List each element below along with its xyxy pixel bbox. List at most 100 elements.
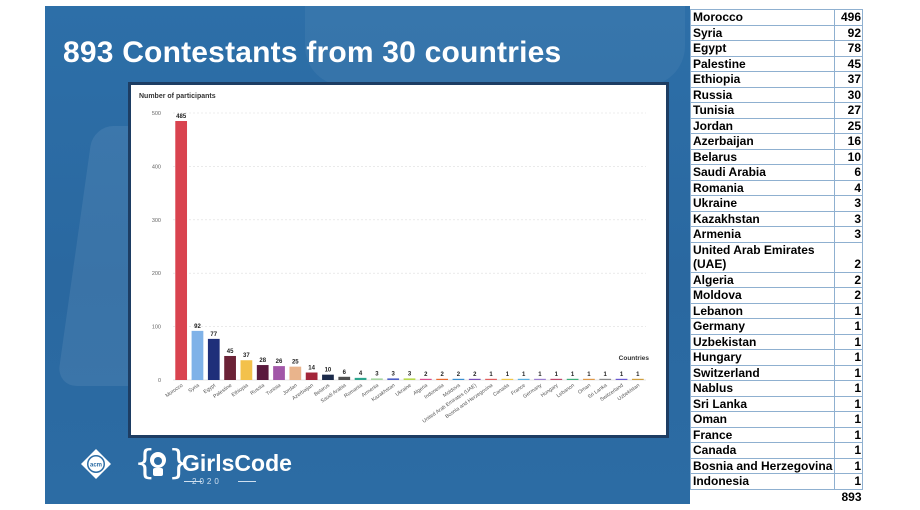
data-label: 3: [375, 371, 379, 377]
data-label: 14: [308, 366, 315, 372]
bar: [615, 378, 628, 380]
data-label: 1: [604, 372, 608, 378]
bar: [322, 374, 334, 380]
country-table-body: Morocco 496 Syria 92 Egypt 78 Palestine 45 Ethio…: [690, 9, 863, 505]
count-cell: 6: [834, 164, 863, 181]
count-cell: 1: [834, 302, 863, 319]
country-cell: Indonesia: [690, 473, 835, 490]
bar: [240, 360, 253, 380]
table-row: Syria 92: [690, 24, 863, 41]
country-cell: Canada: [690, 442, 835, 459]
x-tick-label: Ethiopia: [231, 383, 250, 399]
x-tick-label: Russia: [249, 383, 266, 397]
table-row: Lebanon 1: [690, 302, 863, 319]
country-cell: Saudi Arabia: [690, 164, 835, 181]
country-cell: Azerbaijan: [690, 133, 835, 150]
country-cell: Algeria: [690, 271, 835, 288]
bar: [550, 378, 563, 380]
table-row: United Arab Emirates (UAE) 2: [690, 241, 863, 273]
bar: [191, 330, 204, 380]
table-row: Uzbekistan 1: [690, 333, 863, 350]
count-cell: 10: [834, 148, 863, 165]
bar: [485, 378, 497, 380]
table-row: Bosnia and Herzegovina 1: [690, 457, 863, 474]
table-row: Kazakhstan 3: [690, 210, 863, 227]
count-cell: 1: [834, 442, 863, 459]
country-cell: Uzbekistan: [690, 333, 835, 350]
count-cell: 30: [834, 86, 863, 103]
count-cell: 1: [834, 426, 863, 443]
table-row: Hungary 1: [690, 349, 863, 366]
country-cell: Tunisia: [690, 102, 835, 119]
bar: [289, 366, 302, 380]
table-row: Tunisia 27: [690, 102, 863, 119]
table-row: Oman 1: [690, 411, 863, 428]
total-cell: 893: [841, 490, 862, 504]
data-label: 92: [194, 324, 201, 330]
divider: [184, 481, 202, 482]
table-row: Russia 30: [690, 86, 863, 103]
country-cell: Belarus: [690, 148, 835, 165]
data-label: 25: [292, 360, 299, 366]
table-row: Germany 1: [690, 318, 863, 335]
table-row: Romania 4: [690, 179, 863, 196]
girl-head-icon: [150, 452, 166, 476]
data-label: 77: [210, 332, 217, 338]
country-cell: Romania: [690, 179, 835, 196]
chart-card: Number of participants 0 100 200 300 400 500 48…: [128, 82, 669, 438]
y-tick-label: 300: [152, 218, 161, 224]
data-label: 1: [555, 372, 559, 378]
count-cell: 1: [834, 364, 863, 381]
data-label: 4: [359, 371, 363, 377]
decorative-glow: [305, 6, 685, 86]
table-row: Belarus 10: [690, 148, 863, 165]
data-label: 28: [259, 358, 266, 364]
country-cell: Nablus: [690, 380, 835, 397]
bar: [273, 366, 285, 380]
count-cell: 1: [834, 411, 863, 428]
bar: [256, 365, 269, 380]
girlscode-logo: { } GirlsCode 2020: [134, 445, 294, 487]
country-cell: Jordan: [690, 117, 835, 134]
data-label: 1: [636, 372, 640, 378]
table-row: Ethiopia 37: [690, 71, 863, 88]
data-label: 26: [276, 359, 283, 365]
table-row: Morocco 496: [690, 9, 863, 26]
data-label: 2: [457, 372, 461, 378]
table-row: Canada 1: [690, 442, 863, 459]
count-cell: 3: [834, 210, 863, 227]
bar: [631, 378, 644, 380]
country-cell: Armenia: [690, 226, 835, 243]
right-brace-icon: }: [168, 443, 190, 483]
table-row: Azerbaijan 16: [690, 133, 863, 150]
table-row: Ukraine 3: [690, 195, 863, 212]
data-label: 1: [620, 372, 624, 378]
data-label: 1: [506, 372, 510, 378]
count-cell: 3: [834, 226, 863, 243]
total-row: 893: [691, 489, 863, 505]
count-cell: 1: [834, 380, 863, 397]
count-cell: 78: [834, 40, 863, 57]
bar: [403, 378, 416, 380]
x-tick-label: Palestine: [212, 383, 233, 400]
y-tick-label: 100: [152, 325, 161, 331]
country-cell: Sri Lanka: [690, 395, 835, 412]
country-cell: Switzerland: [690, 364, 835, 381]
count-cell: 37: [834, 71, 863, 88]
x-tick-label: Tunisia: [265, 383, 282, 397]
country-cell: Ethiopia: [690, 71, 835, 88]
acm-logo-text: acm: [90, 463, 102, 469]
count-cell: 1: [834, 473, 863, 490]
bar: [354, 377, 367, 380]
count-cell: 1: [834, 318, 863, 335]
table-row: Palestine 45: [690, 55, 863, 72]
y-tick-label: 500: [152, 111, 161, 117]
data-label: 37: [243, 353, 250, 359]
count-cell: 1: [834, 349, 863, 366]
bar: [371, 378, 383, 380]
country-cell: Hungary: [690, 349, 835, 366]
table-row: France 1: [690, 426, 863, 443]
table-row: Armenia 3: [690, 226, 863, 243]
bar: [534, 378, 546, 380]
divider: [238, 481, 256, 482]
